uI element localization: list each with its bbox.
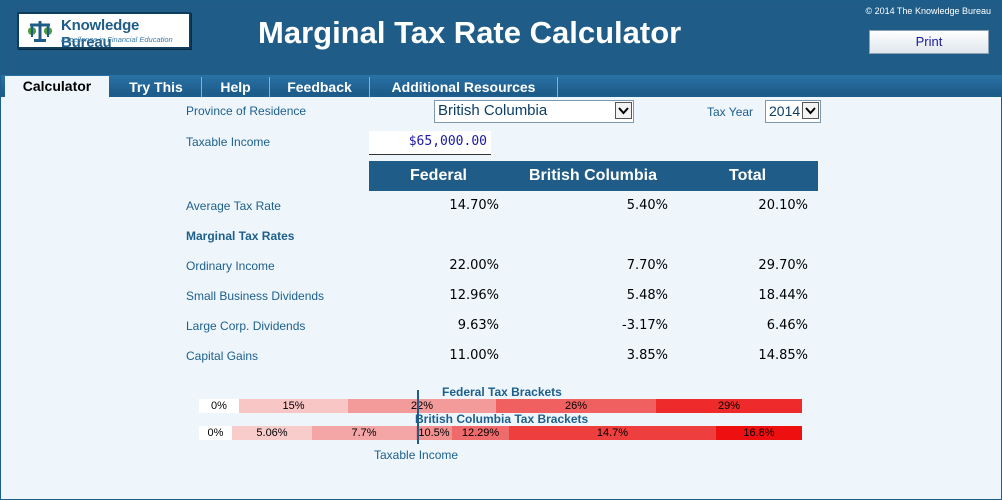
row-federal-value: 22.00%: [449, 258, 499, 273]
logo-tagline: Excellence in Financial Education: [61, 35, 173, 44]
federal-brackets-title: Federal Tax Brackets: [442, 385, 562, 399]
row-provincial-value: -3.17%: [622, 318, 668, 333]
print-button[interactable]: Print: [869, 30, 989, 54]
page-title: Marginal Tax Rate Calculator: [258, 15, 682, 50]
province-label: Province of Residence: [186, 104, 307, 118]
row-provincial-value: 7.70%: [626, 258, 668, 273]
province-select-value: British Columbia: [438, 102, 548, 119]
provincial-bracket-segment: 0%: [199, 426, 232, 440]
chevron-down-icon[interactable]: [802, 102, 819, 119]
taxable-income-label: Taxable Income: [186, 135, 271, 149]
row-label: Capital Gains: [186, 349, 259, 363]
tab-calculator[interactable]: Calculator: [5, 76, 109, 97]
header-total: Total: [729, 167, 767, 184]
taxable-income-axis-label: Taxable Income: [374, 448, 459, 462]
row-total-value: 18.44%: [758, 288, 808, 303]
row-provincial-value: 5.48%: [626, 288, 668, 303]
logo-name: Knowledge Bureau: [61, 17, 140, 51]
provincial-bracket-segment: 12.29%: [452, 426, 509, 440]
provincial-bracket-segment: 16.8%: [716, 426, 802, 440]
tab-feedback[interactable]: Feedback: [270, 77, 370, 97]
provincial-bracket-segment: 7.7%: [312, 426, 416, 440]
federal-bracket-segment: 0%: [199, 399, 239, 413]
marginal-rates-heading: Marginal Tax Rates: [186, 229, 295, 243]
province-select[interactable]: British Columbia: [434, 100, 634, 123]
tax-year-label: Tax Year: [707, 105, 754, 119]
chevron-down-icon[interactable]: [615, 102, 632, 119]
header-federal: Federal: [410, 167, 467, 184]
provincial-bracket-segment: 10.5%: [416, 426, 452, 440]
federal-bracket-segment: 22%: [348, 399, 496, 413]
tab-try-this[interactable]: Try This: [111, 77, 202, 97]
knowledge-bureau-logo: Knowledge Bureau Excellence in Financial…: [17, 12, 191, 51]
provincial-brackets-title: British Columbia Tax Brackets: [415, 412, 589, 426]
average-total-value: 20.10%: [758, 198, 808, 213]
copyright-text: © 2014 The Knowledge Bureau: [865, 6, 991, 16]
row-total-value: 6.46%: [766, 318, 808, 333]
average-federal-value: 14.70%: [449, 198, 499, 213]
header-province: British Columbia: [529, 167, 658, 184]
average-tax-rate-label: Average Tax Rate: [186, 199, 281, 213]
row-federal-value: 9.63%: [457, 318, 499, 333]
row-federal-value: 12.96%: [449, 288, 499, 303]
results-table-header: Federal British Columbia Total: [369, 161, 818, 191]
header-bar: Knowledge Bureau Excellence in Financial…: [1, 1, 1002, 75]
tax-year-select-value: 2014: [769, 103, 801, 119]
average-provincial-value: 5.40%: [626, 198, 668, 213]
provincial-bracket-segment: 5.06%: [232, 426, 312, 440]
tab-additional-resources[interactable]: Additional Resources: [370, 77, 558, 97]
row-federal-value: 11.00%: [449, 348, 499, 363]
row-label: Ordinary Income: [186, 259, 275, 273]
federal-bracket-segment: 15%: [239, 399, 348, 413]
taxable-income-marker: [417, 390, 419, 444]
tab-bar: Calculator Try This Help Feedback Additi…: [1, 75, 1002, 97]
taxable-income-input[interactable]: $65,000.00: [369, 131, 491, 155]
row-total-value: 29.70%: [758, 258, 808, 273]
federal-bracket-segment: 26%: [496, 399, 656, 413]
federal-bracket-segment: 29%: [656, 399, 802, 413]
provincial-bracket-segment: 14.7%: [509, 426, 716, 440]
logo-tree-icon: [25, 18, 55, 44]
row-label: Large Corp. Dividends: [186, 319, 306, 333]
row-label: Small Business Dividends: [186, 289, 325, 303]
tax-year-select[interactable]: 2014: [765, 100, 821, 123]
tab-help[interactable]: Help: [202, 77, 270, 97]
row-provincial-value: 3.85%: [626, 348, 668, 363]
row-total-value: 14.85%: [758, 348, 808, 363]
